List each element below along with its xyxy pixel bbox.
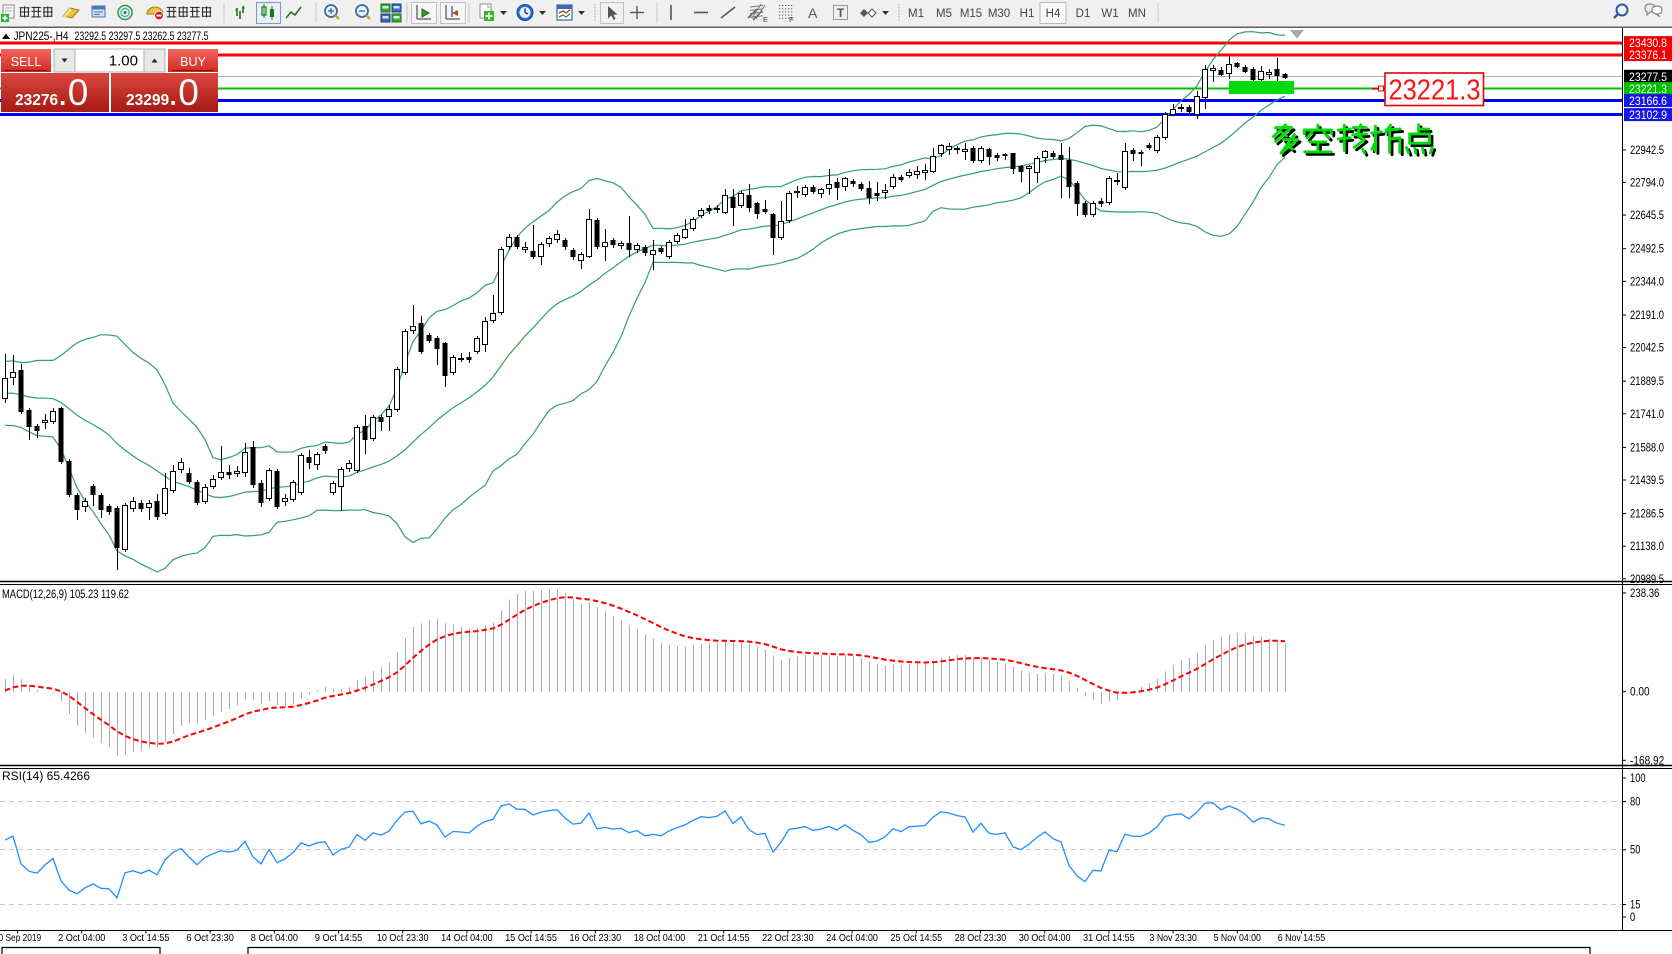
svg-text:14 Oct 04:00: 14 Oct 04:00 bbox=[441, 932, 493, 944]
svg-text:22042.5: 22042.5 bbox=[1630, 343, 1664, 355]
svg-text:M30: M30 bbox=[988, 8, 1010, 20]
svg-text:15 Oct 14:55: 15 Oct 14:55 bbox=[505, 932, 557, 944]
svg-text:22191.0: 22191.0 bbox=[1630, 310, 1664, 322]
svg-text:23221.3: 23221.3 bbox=[1629, 84, 1667, 96]
svg-text:1.00: 1.00 bbox=[109, 53, 138, 70]
svg-text:0.00: 0.00 bbox=[1630, 687, 1650, 699]
svg-text:.0: .0 bbox=[58, 72, 89, 113]
svg-text:21286.5: 21286.5 bbox=[1630, 509, 1664, 521]
svg-text:0: 0 bbox=[1630, 912, 1635, 924]
svg-text:24 Oct 04:00: 24 Oct 04:00 bbox=[826, 932, 878, 944]
svg-text:H4: H4 bbox=[1046, 8, 1061, 20]
svg-text:21 Oct 14:55: 21 Oct 14:55 bbox=[698, 932, 750, 944]
svg-text:T: T bbox=[837, 6, 845, 20]
svg-text:20989.5: 20989.5 bbox=[1630, 574, 1664, 586]
svg-text:50: 50 bbox=[1630, 845, 1640, 857]
svg-text:M15: M15 bbox=[960, 8, 982, 20]
svg-text:-168.92: -168.92 bbox=[1630, 755, 1664, 767]
svg-text:23276: 23276 bbox=[15, 92, 58, 109]
svg-text:M5: M5 bbox=[936, 8, 952, 20]
svg-text:E: E bbox=[763, 15, 768, 24]
svg-text:21138.0: 21138.0 bbox=[1630, 541, 1664, 553]
svg-text:80: 80 bbox=[1630, 797, 1640, 809]
svg-text:25 Oct 14:55: 25 Oct 14:55 bbox=[891, 932, 943, 944]
svg-text:21588.0: 21588.0 bbox=[1630, 442, 1664, 454]
svg-text:9 Oct 14:55: 9 Oct 14:55 bbox=[315, 932, 362, 944]
svg-text:23292.5 23297.5 23262.5 23277.: 23292.5 23297.5 23262.5 23277.5 bbox=[75, 31, 209, 43]
svg-text:2 Oct 04:00: 2 Oct 04:00 bbox=[58, 932, 105, 944]
svg-text:.0: .0 bbox=[168, 72, 199, 113]
svg-text:30 Oct 04:00: 30 Oct 04:00 bbox=[1019, 932, 1071, 944]
svg-text:100: 100 bbox=[1630, 773, 1646, 785]
svg-text:22942.5: 22942.5 bbox=[1630, 145, 1664, 157]
svg-text:21889.5: 21889.5 bbox=[1630, 376, 1664, 388]
svg-text:23166.6: 23166.6 bbox=[1629, 96, 1667, 108]
svg-text:28 Oct 23:30: 28 Oct 23:30 bbox=[955, 932, 1007, 944]
svg-text:3 Nov 23:30: 3 Nov 23:30 bbox=[1150, 932, 1197, 944]
svg-text:23102.9: 23102.9 bbox=[1629, 110, 1667, 122]
svg-text:23430.8: 23430.8 bbox=[1629, 38, 1667, 50]
svg-text:JPN225-,H4: JPN225-,H4 bbox=[14, 31, 70, 43]
svg-text:238.36: 238.36 bbox=[1630, 588, 1659, 600]
svg-text:15: 15 bbox=[1630, 900, 1640, 912]
svg-text:H1: H1 bbox=[1020, 8, 1035, 20]
svg-text:6 Oct 23:30: 6 Oct 23:30 bbox=[187, 932, 234, 944]
svg-text:22492.5: 22492.5 bbox=[1630, 244, 1664, 256]
svg-text:22344.0: 22344.0 bbox=[1630, 276, 1664, 288]
svg-text:6 Nov 14:55: 6 Nov 14:55 bbox=[1278, 932, 1325, 944]
svg-text:W1: W1 bbox=[1101, 8, 1118, 20]
svg-text:21741.0: 21741.0 bbox=[1630, 409, 1664, 421]
svg-text:RSI(14) 65.4266: RSI(14) 65.4266 bbox=[2, 771, 90, 783]
svg-text:8 Oct 04:00: 8 Oct 04:00 bbox=[251, 932, 298, 944]
svg-text:22794.0: 22794.0 bbox=[1630, 178, 1664, 190]
svg-text:3 Oct 14:55: 3 Oct 14:55 bbox=[122, 932, 169, 944]
svg-text:BUY: BUY bbox=[180, 55, 206, 69]
svg-text:16 Oct 23:30: 16 Oct 23:30 bbox=[570, 932, 622, 944]
svg-text:30 Sep 2019: 30 Sep 2019 bbox=[0, 932, 41, 944]
svg-text:31 Oct 14:55: 31 Oct 14:55 bbox=[1083, 932, 1135, 944]
svg-text:F: F bbox=[789, 15, 794, 24]
svg-text:23299: 23299 bbox=[126, 92, 169, 109]
svg-text:10 Oct 23:30: 10 Oct 23:30 bbox=[377, 932, 429, 944]
svg-text:23376.1: 23376.1 bbox=[1629, 50, 1667, 62]
svg-text:SELL: SELL bbox=[11, 55, 42, 69]
svg-text:22 Oct 23:30: 22 Oct 23:30 bbox=[762, 932, 814, 944]
svg-text:D1: D1 bbox=[1076, 8, 1091, 20]
svg-text:23277.5: 23277.5 bbox=[1629, 72, 1667, 84]
svg-text:MN: MN bbox=[1128, 8, 1146, 20]
svg-text:23221.3: 23221.3 bbox=[1389, 75, 1481, 107]
svg-text:M1: M1 bbox=[908, 8, 924, 20]
svg-text:21439.5: 21439.5 bbox=[1630, 475, 1664, 487]
svg-text:18 Oct 04:00: 18 Oct 04:00 bbox=[634, 932, 686, 944]
svg-text:MACD(12,26,9) 105.23 119.62: MACD(12,26,9) 105.23 119.62 bbox=[2, 589, 129, 601]
svg-text:A: A bbox=[808, 5, 818, 21]
svg-text:5 Nov 04:00: 5 Nov 04:00 bbox=[1214, 932, 1261, 944]
svg-text:22645.5: 22645.5 bbox=[1630, 210, 1664, 222]
